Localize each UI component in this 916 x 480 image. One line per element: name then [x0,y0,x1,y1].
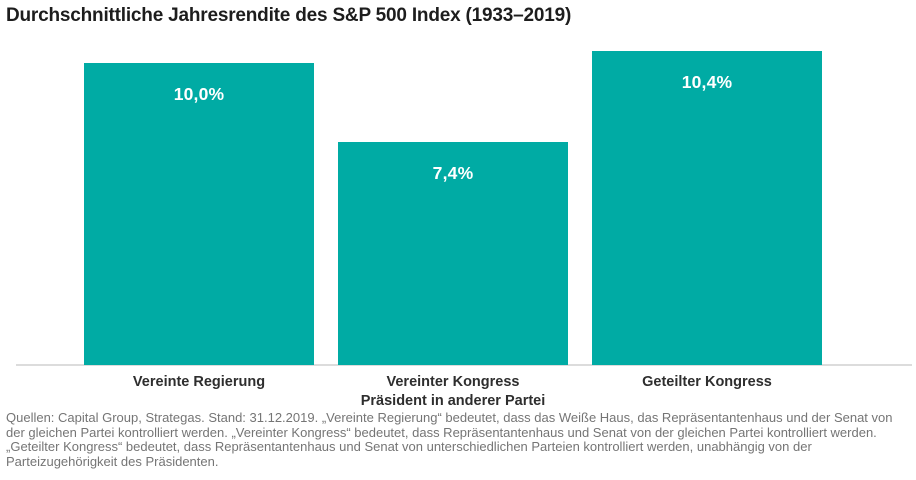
bar-geteilter-kongress: 10,4% [592,51,822,365]
chart-title: Durchschnittliche Jahresrendite des S&P … [6,5,572,26]
plot-area: 10,0% 7,4% 10,4% [84,51,822,365]
x-axis-label-geteilter-kongress: Geteilter Kongress [642,374,772,390]
bar-value-label: 10,0% [173,84,225,105]
bar-value-label: 7,4% [432,162,474,183]
x-axis-line [16,364,912,366]
bar-value-label: 10,4% [681,72,733,92]
bar-vereinte-regierung: 10,0% [84,63,314,365]
source-footnote: Quellen: Capital Group, Strategas. Stand… [6,410,893,469]
bar-vereinter-kongress: 7,4% [338,141,568,365]
x-axis-labels: Vereinte Regierung Vereinter Kongress Pr… [84,373,822,411]
x-axis-label-vereinter-kongress: Vereinter Kongress Präsident in anderer … [360,374,546,409]
x-axis-label-vereinte-regierung: Vereinte Regierung [132,374,266,390]
